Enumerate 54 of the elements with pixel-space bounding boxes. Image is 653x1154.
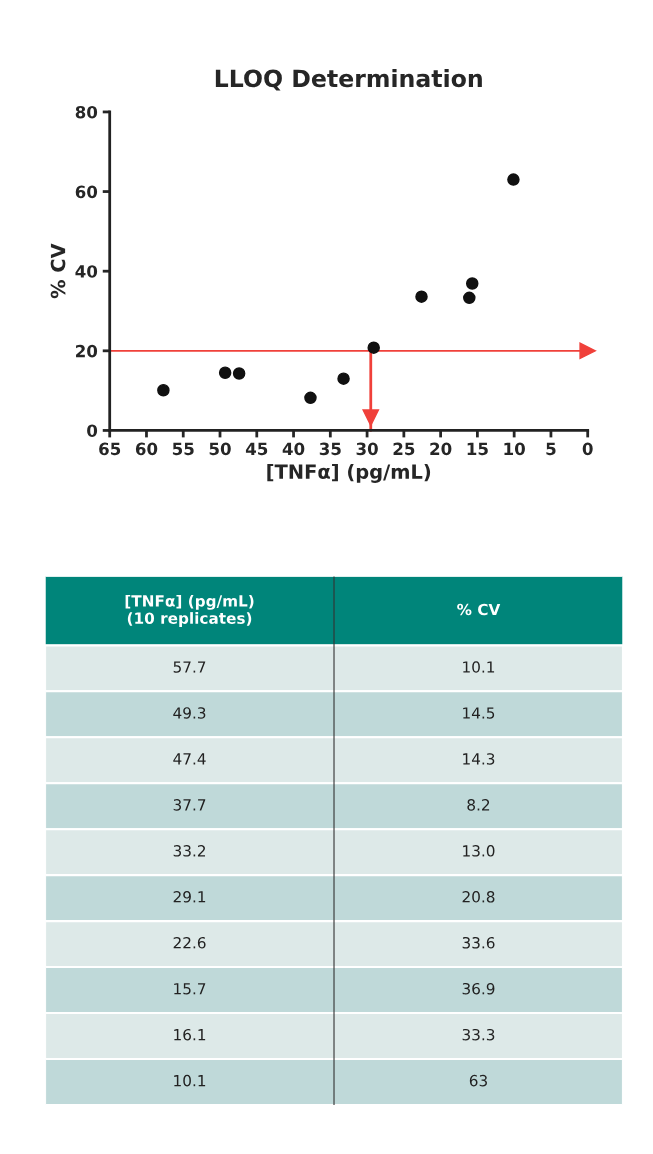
point bbox=[337, 372, 350, 385]
x-tick-label: 10 bbox=[504, 442, 525, 456]
y-tick-label: 20 bbox=[76, 344, 98, 358]
point bbox=[465, 277, 479, 290]
y-axis-title: % CV bbox=[50, 243, 66, 299]
x-tick-label: 55 bbox=[172, 442, 194, 456]
y-tick-label: 40 bbox=[75, 265, 98, 278]
point bbox=[507, 173, 520, 186]
x-tick-label: 40 bbox=[282, 442, 305, 456]
x-tick-label: 20 bbox=[430, 442, 452, 456]
x-tick-label: 5 bbox=[546, 442, 556, 456]
point bbox=[304, 391, 317, 405]
y-tick-label: 0 bbox=[87, 424, 98, 438]
text: 22.6 bbox=[173, 936, 206, 949]
text: 20.8 bbox=[462, 891, 495, 903]
x-tick-label: 15 bbox=[467, 442, 488, 456]
point bbox=[218, 366, 232, 379]
text: 33.6 bbox=[462, 936, 495, 949]
x-tick-label: 25 bbox=[393, 442, 415, 456]
text: 33.3 bbox=[462, 1028, 495, 1041]
text: 33.2 bbox=[173, 845, 206, 857]
text: 10.1 bbox=[174, 1074, 206, 1087]
x-tick-label: 30 bbox=[356, 442, 378, 456]
text: 15.7 bbox=[174, 983, 206, 995]
text: 37.7 bbox=[173, 799, 206, 811]
text: 49.3 bbox=[173, 707, 206, 719]
chart-title: LLOQ Determination bbox=[215, 69, 482, 91]
text: 16.1 bbox=[174, 1028, 206, 1041]
text: 14.5 bbox=[463, 707, 495, 719]
text: 14.3 bbox=[463, 753, 495, 765]
text: 8.2 bbox=[467, 799, 490, 811]
x-axis-title: [TNFα] (pg/mL) bbox=[267, 463, 431, 483]
x-tick-label: 35 bbox=[319, 442, 341, 456]
text: 36.9 bbox=[462, 982, 495, 995]
point bbox=[232, 367, 246, 380]
point bbox=[463, 291, 476, 305]
x-tick-label: 65 bbox=[99, 442, 121, 456]
text: 13.0 bbox=[463, 845, 495, 857]
category-label: % CV bbox=[457, 603, 501, 616]
text: 47.4 bbox=[173, 753, 206, 765]
x-tick-label: 60 bbox=[135, 442, 158, 456]
point bbox=[157, 383, 170, 397]
text: 29.1 bbox=[173, 891, 206, 903]
y-tick-label: 60 bbox=[75, 185, 98, 199]
x-tick-label: 50 bbox=[209, 442, 231, 456]
point bbox=[367, 341, 380, 354]
text: 63 bbox=[469, 1074, 487, 1087]
text: 10.1 bbox=[463, 661, 495, 673]
y-tick-label: 80 bbox=[75, 105, 98, 119]
category-label: [TNFα] (pg/mL) (10 replicates) bbox=[125, 594, 254, 627]
point bbox=[415, 290, 428, 303]
text: 57.7 bbox=[173, 661, 206, 673]
x-tick-label: 45 bbox=[245, 442, 268, 456]
x-tick-label: 0 bbox=[582, 442, 593, 456]
